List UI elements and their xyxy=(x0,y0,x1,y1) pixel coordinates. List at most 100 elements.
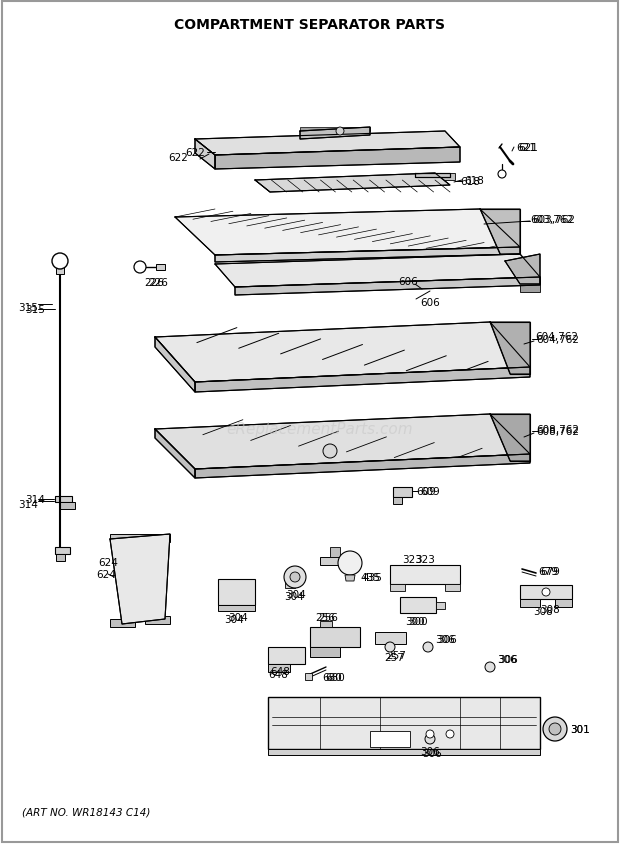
Polygon shape xyxy=(330,548,340,557)
Polygon shape xyxy=(393,497,402,505)
Polygon shape xyxy=(145,616,170,625)
Polygon shape xyxy=(480,210,520,255)
Text: 306: 306 xyxy=(422,748,442,758)
Polygon shape xyxy=(56,555,65,561)
Text: 323: 323 xyxy=(415,555,435,565)
Circle shape xyxy=(425,734,435,744)
Polygon shape xyxy=(120,540,160,616)
Circle shape xyxy=(323,445,337,458)
Text: 622: 622 xyxy=(168,153,188,163)
Text: 257: 257 xyxy=(384,652,404,663)
Text: 624: 624 xyxy=(96,570,116,579)
Polygon shape xyxy=(490,414,530,462)
Circle shape xyxy=(338,551,362,576)
Polygon shape xyxy=(305,674,312,680)
Polygon shape xyxy=(60,502,75,510)
Polygon shape xyxy=(215,255,540,288)
Text: 256: 256 xyxy=(318,612,338,622)
Text: 308: 308 xyxy=(540,604,560,614)
Text: 679: 679 xyxy=(538,566,558,576)
Circle shape xyxy=(549,723,561,735)
Text: 226: 226 xyxy=(148,278,168,288)
Polygon shape xyxy=(436,603,445,609)
Polygon shape xyxy=(55,496,72,502)
Text: 323: 323 xyxy=(402,555,422,565)
Polygon shape xyxy=(310,647,340,657)
Circle shape xyxy=(426,730,434,738)
Text: 608,762: 608,762 xyxy=(536,425,579,435)
Polygon shape xyxy=(155,322,530,382)
Text: 604,762: 604,762 xyxy=(535,332,578,342)
Polygon shape xyxy=(310,627,360,647)
Polygon shape xyxy=(555,599,572,608)
Polygon shape xyxy=(505,255,540,284)
Text: 608,762: 608,762 xyxy=(536,426,579,436)
Circle shape xyxy=(284,566,306,588)
Polygon shape xyxy=(393,488,412,497)
Polygon shape xyxy=(300,127,370,140)
Polygon shape xyxy=(218,579,255,605)
Text: 256: 256 xyxy=(315,612,335,622)
Text: 609: 609 xyxy=(416,486,436,496)
Text: 648: 648 xyxy=(270,666,290,676)
Circle shape xyxy=(446,730,454,738)
Text: 314: 314 xyxy=(18,500,38,510)
Text: 622: 622 xyxy=(185,148,205,158)
Polygon shape xyxy=(268,697,540,749)
Polygon shape xyxy=(375,632,406,644)
Circle shape xyxy=(423,642,433,652)
Circle shape xyxy=(134,262,146,273)
Circle shape xyxy=(336,127,344,136)
Polygon shape xyxy=(370,731,410,747)
Polygon shape xyxy=(300,127,370,132)
Text: 306: 306 xyxy=(498,654,518,664)
Polygon shape xyxy=(110,534,170,543)
Text: 304: 304 xyxy=(228,612,248,622)
Polygon shape xyxy=(155,414,530,469)
Polygon shape xyxy=(400,598,436,614)
Text: 315: 315 xyxy=(18,303,38,312)
Polygon shape xyxy=(175,210,520,256)
Polygon shape xyxy=(110,619,135,627)
Text: 308: 308 xyxy=(533,606,553,616)
Text: 679: 679 xyxy=(540,566,560,576)
Text: 648: 648 xyxy=(268,669,288,679)
Polygon shape xyxy=(345,576,355,582)
Polygon shape xyxy=(215,247,520,262)
Text: 621: 621 xyxy=(518,143,538,153)
Circle shape xyxy=(543,717,567,741)
Circle shape xyxy=(485,663,495,672)
Polygon shape xyxy=(195,368,530,392)
Text: 226: 226 xyxy=(144,278,164,288)
Text: 314: 314 xyxy=(25,495,45,505)
Text: 606: 606 xyxy=(398,277,418,287)
Polygon shape xyxy=(155,338,195,392)
Text: 680: 680 xyxy=(322,672,342,682)
Polygon shape xyxy=(390,565,460,584)
Polygon shape xyxy=(285,576,295,588)
Text: 300: 300 xyxy=(405,616,425,626)
Text: 624: 624 xyxy=(98,557,118,567)
Polygon shape xyxy=(55,548,70,555)
Polygon shape xyxy=(235,278,540,295)
Text: (ART NO. WR18143 C14): (ART NO. WR18143 C14) xyxy=(22,807,151,817)
Circle shape xyxy=(290,572,300,582)
Polygon shape xyxy=(156,265,165,271)
Text: 680: 680 xyxy=(325,672,345,682)
Polygon shape xyxy=(268,647,305,664)
Circle shape xyxy=(498,170,506,179)
Polygon shape xyxy=(520,278,540,293)
Text: COMPARTMENT SEPARATOR PARTS: COMPARTMENT SEPARATOR PARTS xyxy=(174,18,446,32)
Polygon shape xyxy=(255,174,450,192)
Polygon shape xyxy=(110,534,170,625)
Polygon shape xyxy=(268,664,290,672)
Polygon shape xyxy=(56,262,64,274)
Text: 304: 304 xyxy=(224,614,244,625)
Text: 618: 618 xyxy=(464,176,484,186)
Text: 604,762: 604,762 xyxy=(536,334,579,344)
Circle shape xyxy=(542,588,550,597)
Polygon shape xyxy=(195,132,460,156)
Text: 306: 306 xyxy=(435,634,454,644)
Circle shape xyxy=(385,642,395,652)
Text: 301: 301 xyxy=(570,724,590,734)
